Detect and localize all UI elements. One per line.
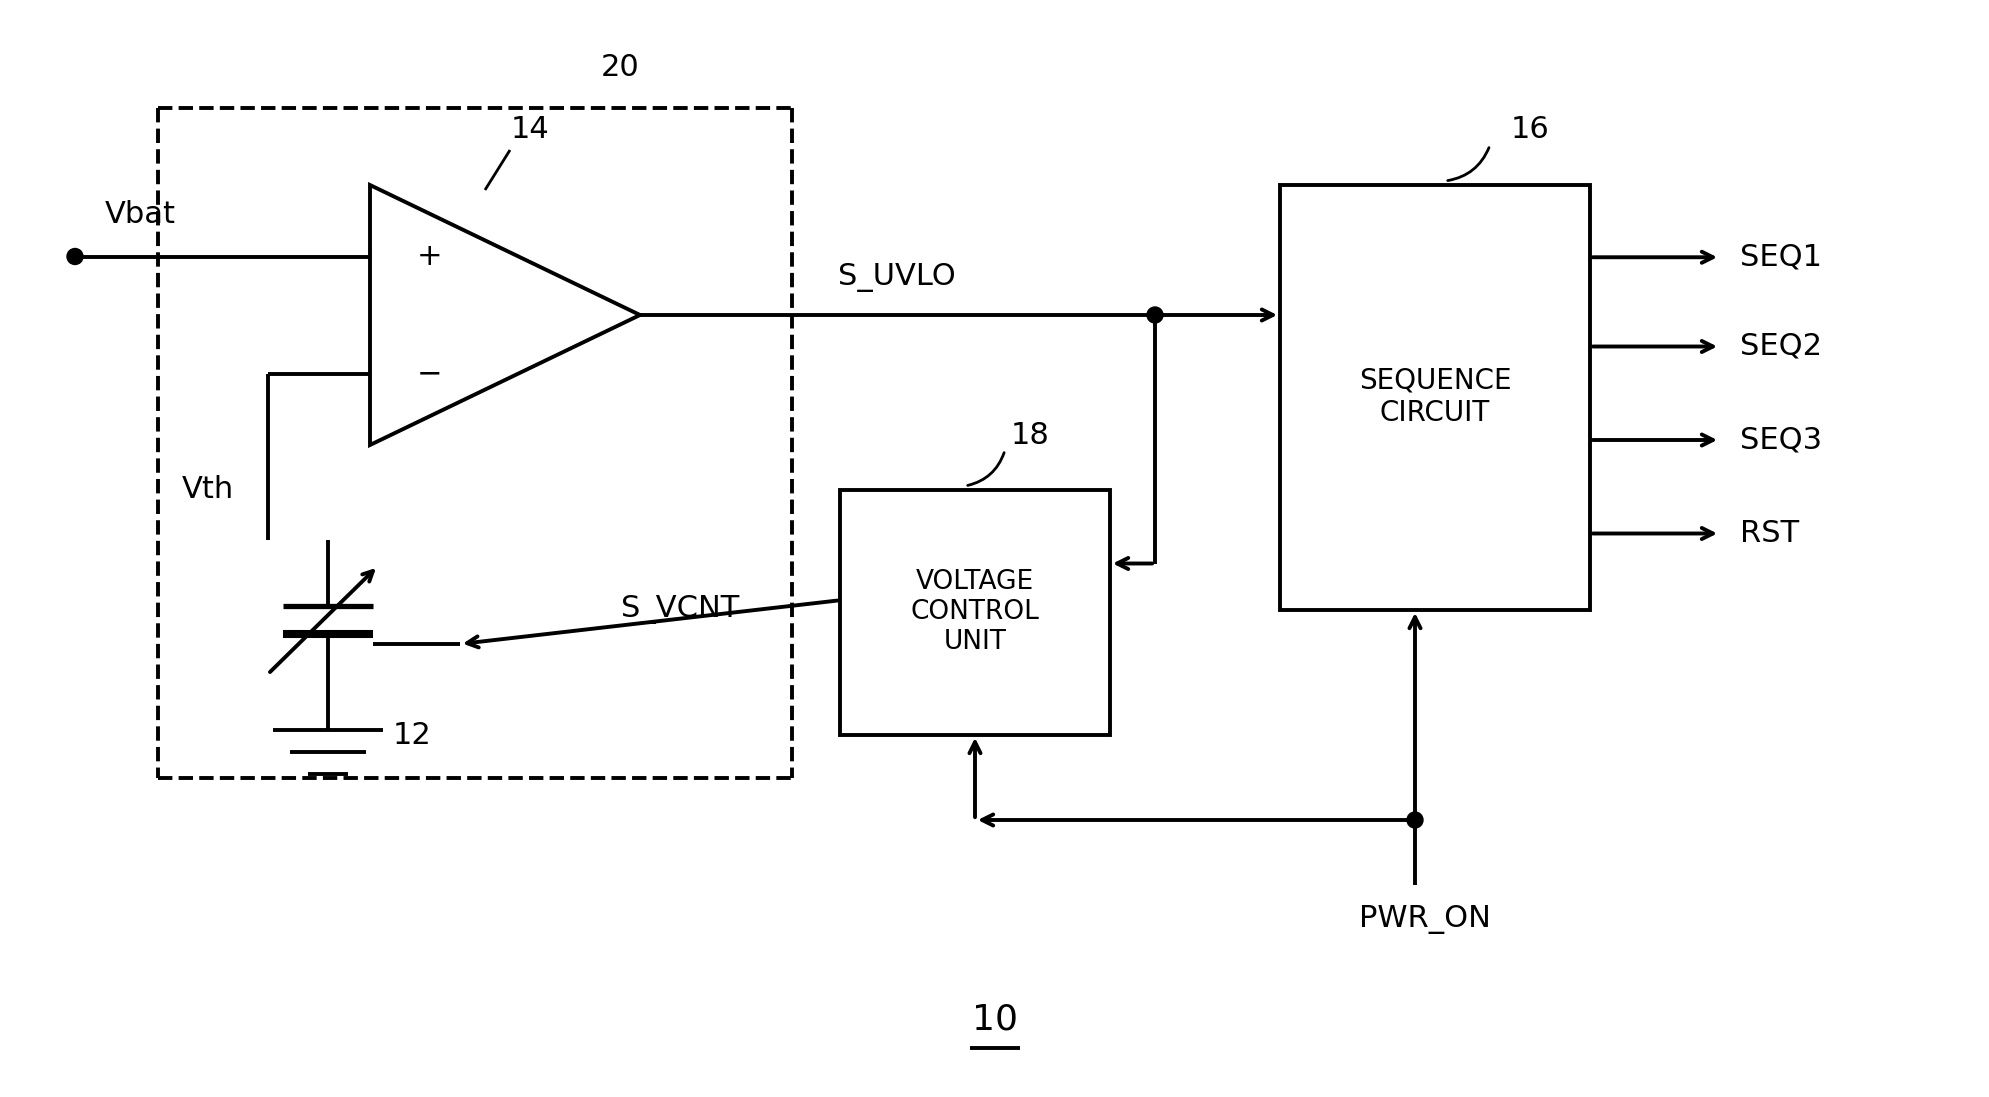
Text: SEQ2: SEQ2 — [1738, 332, 1822, 361]
Text: 18: 18 — [1010, 420, 1048, 450]
Text: 12: 12 — [392, 721, 432, 749]
Text: S_VCNT: S_VCNT — [621, 595, 738, 623]
Text: SEQUENCE
CIRCUIT: SEQUENCE CIRCUIT — [1358, 366, 1510, 427]
Text: −: − — [418, 359, 442, 388]
Text: SEQ3: SEQ3 — [1738, 426, 1822, 454]
Text: SEQ1: SEQ1 — [1738, 242, 1822, 272]
Text: +: + — [418, 242, 444, 271]
Text: 20: 20 — [601, 54, 638, 82]
Text: Vth: Vth — [181, 475, 235, 505]
Text: Vbat: Vbat — [105, 200, 175, 229]
Text: RST: RST — [1738, 519, 1798, 548]
Text: PWR_ON: PWR_ON — [1358, 905, 1490, 935]
Bar — [839, 490, 1110, 735]
Circle shape — [1406, 812, 1422, 828]
Text: 10: 10 — [971, 1003, 1018, 1037]
Circle shape — [68, 249, 84, 264]
Bar — [1279, 185, 1589, 610]
Text: VOLTAGE
CONTROL
UNIT: VOLTAGE CONTROL UNIT — [911, 569, 1038, 655]
Text: 14: 14 — [511, 115, 549, 145]
Circle shape — [1146, 307, 1162, 323]
Text: 16: 16 — [1510, 115, 1549, 145]
Text: S_UVLO: S_UVLO — [837, 262, 955, 292]
